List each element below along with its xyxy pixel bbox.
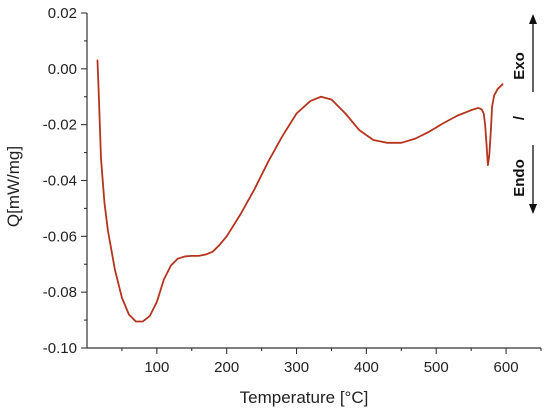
axes — [86, 13, 541, 349]
endo-arrow-head-icon — [529, 204, 537, 214]
y-tick-label: -0.02 — [43, 117, 77, 134]
exo-arrow-head-icon — [529, 14, 537, 24]
x-tick-label: 300 — [284, 359, 309, 376]
y-tick-label: -0.10 — [43, 340, 77, 357]
y-axis-label: Q[mW/mg] — [4, 146, 23, 227]
exo-endo-annotation: Exo / Endo — [511, 14, 537, 214]
x-tick-label: 400 — [354, 359, 379, 376]
exo-label: Exo — [511, 52, 528, 80]
y-tick-label: -0.06 — [43, 228, 77, 245]
x-tick-label: 100 — [144, 359, 169, 376]
y-tick-label: -0.08 — [43, 284, 77, 301]
x-tick-label: 500 — [424, 359, 449, 376]
endo-label: Endo — [511, 159, 528, 197]
x-axis-label: Temperature [°C] — [240, 388, 369, 407]
y-tick-label: 0.00 — [48, 61, 77, 78]
x-tick-label: 600 — [494, 359, 519, 376]
exo-endo-separator: / — [511, 115, 528, 120]
y-tick-label: 0.02 — [48, 5, 77, 22]
ticks: 0.02 0.00 -0.02 -0.04 -0.06 -0.08 -0.10 100 200 3… — [43, 5, 542, 376]
y-tick-label: -0.04 — [43, 173, 77, 190]
series-line — [96, 59, 504, 323]
x-tick-label: 200 — [214, 359, 239, 376]
series-layer — [96, 59, 504, 323]
